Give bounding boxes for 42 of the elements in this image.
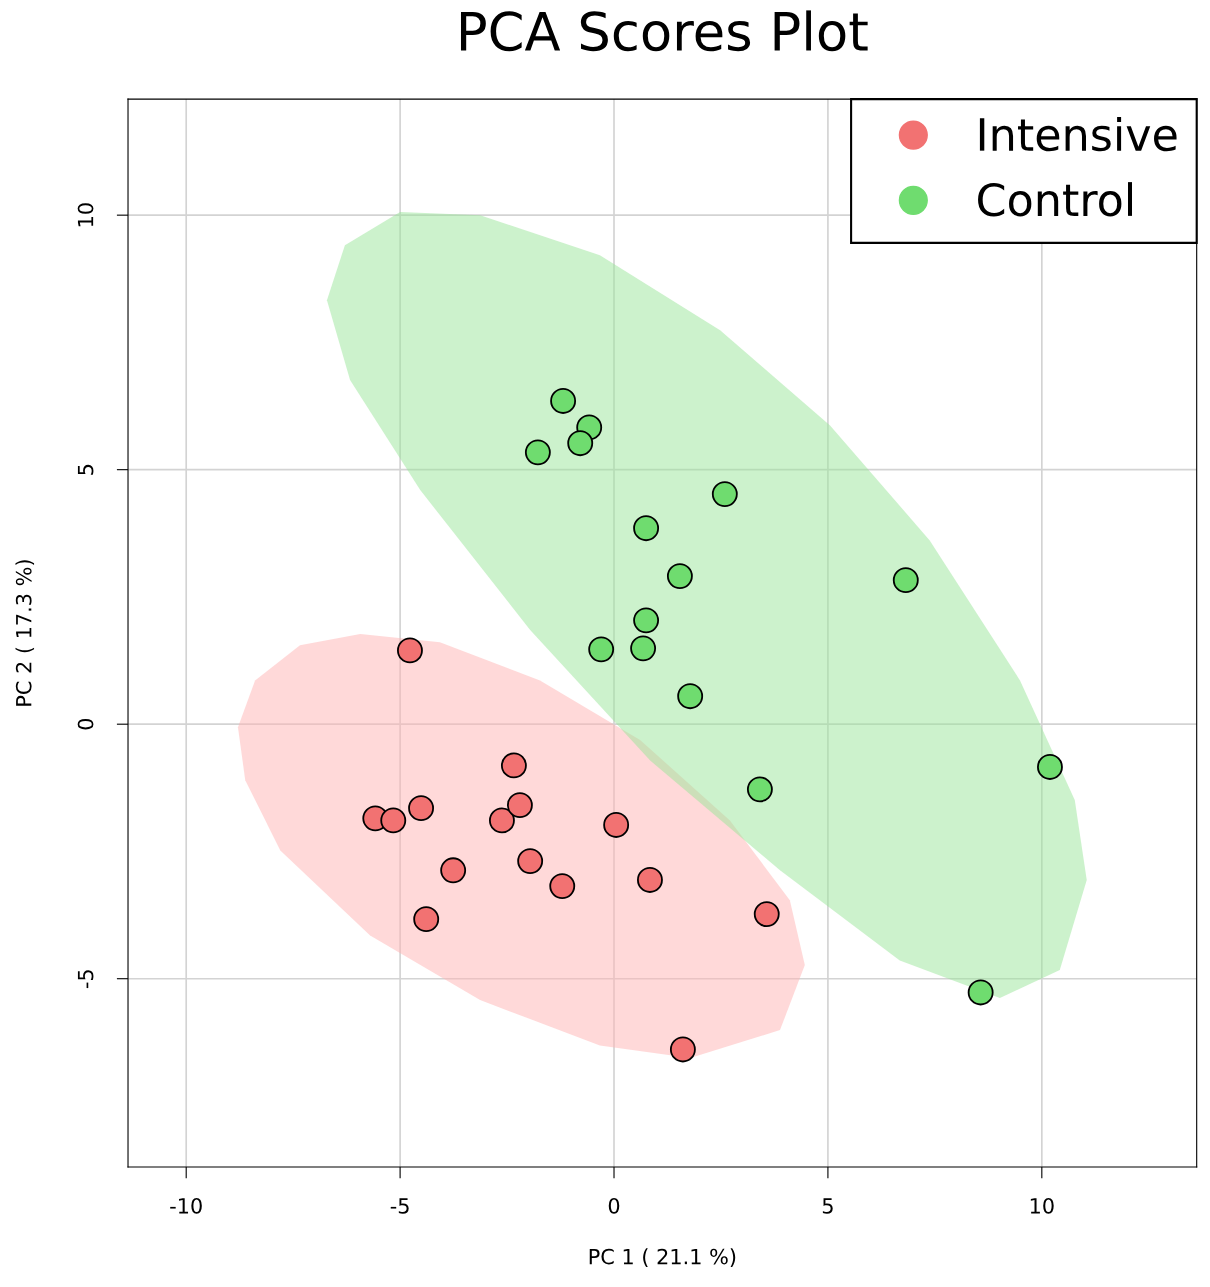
point	[603, 812, 630, 838]
point	[549, 873, 576, 899]
point	[567, 430, 594, 457]
x-tick-label: 0	[608, 1197, 620, 1214]
point	[488, 807, 515, 834]
point	[397, 637, 423, 664]
point	[892, 567, 919, 594]
point	[633, 607, 660, 634]
point	[677, 683, 704, 710]
x-axis-title: PC 1 ( 21.1 %)	[589, 1248, 736, 1267]
y-tick-label: 5	[77, 464, 94, 475]
y-tick-label: 0	[77, 718, 94, 730]
legend-label: Intensive	[979, 116, 1177, 152]
point	[550, 388, 577, 414]
point	[524, 439, 551, 466]
point	[753, 901, 780, 927]
point	[588, 636, 615, 663]
x-tick-label: 10	[1030, 1197, 1054, 1214]
point	[630, 635, 657, 662]
x-tick-label: -10	[170, 1197, 202, 1214]
point	[666, 563, 693, 589]
y-axis-title: PC 2 ( 17.3 %)	[15, 560, 35, 706]
point	[746, 776, 773, 803]
point	[711, 481, 738, 508]
point	[440, 857, 467, 884]
point	[500, 752, 527, 779]
chart-title: PCA Scores Plot	[460, 10, 868, 52]
point	[633, 515, 660, 542]
point	[669, 1036, 696, 1063]
point	[380, 807, 407, 834]
y-tick-label: 10	[77, 203, 94, 227]
point	[408, 795, 435, 822]
y-tick-label: -5	[77, 970, 94, 989]
point	[1037, 754, 1063, 780]
legend-label: Control	[978, 182, 1133, 217]
point	[506, 792, 533, 819]
x-tick-label: -5	[390, 1198, 409, 1214]
point	[413, 906, 440, 933]
point	[637, 867, 663, 893]
point	[517, 848, 544, 875]
x-tick-label: 5	[822, 1198, 833, 1214]
point	[967, 979, 994, 1006]
